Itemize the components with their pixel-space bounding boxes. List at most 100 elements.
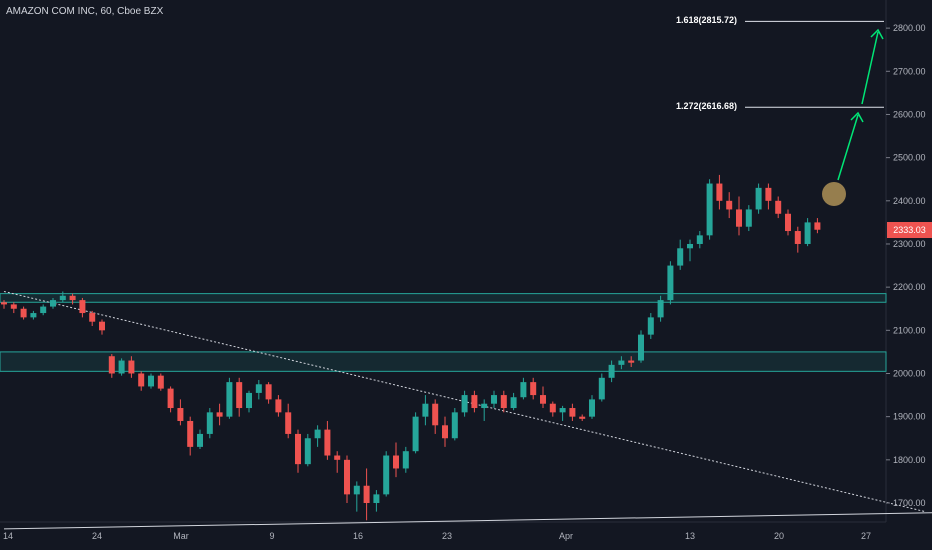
y-tick-label: 2800.00 [893,23,926,33]
candle-body [353,485,360,495]
price-axis: 1700.00 1800.00 1900.00 2000.00 2100.00 2200.… [886,23,926,508]
candle-body [324,429,331,456]
y-tick-label: 1800.00 [893,455,926,465]
x-tick-label: 16 [353,531,363,541]
candle-body [265,384,272,400]
candle-body [99,321,105,331]
candle-body [687,243,693,249]
candle-body [246,392,252,409]
candle-body [177,408,184,421]
candle-body [118,360,125,374]
candle-body [89,313,96,322]
candle-body [236,382,243,409]
y-tick-label: 2500.00 [893,153,926,163]
x-tick-label: 9 [269,531,274,541]
candle-body [667,265,674,301]
candle-body [775,200,782,214]
candle-body [206,412,213,434]
candle-body [187,420,194,447]
x-tick-label: Mar [173,531,189,541]
support-zone [0,351,887,372]
candle-body [814,222,821,230]
support-zone [0,293,887,303]
arrowhead-2 [870,28,884,40]
candle-body [50,300,56,307]
candle-body [148,375,154,387]
candle-body [334,455,341,460]
candle-body [69,295,76,301]
candle-body [383,455,390,495]
candle-body [167,388,174,409]
candle-body [402,451,409,469]
candle-body [40,306,47,314]
candle-body [1,302,7,305]
candle-body [804,222,811,244]
fib-level-label: 1.618(2815.72) [676,15,738,26]
y-tick-label: 2000.00 [893,368,926,378]
candle-body [373,494,380,503]
candle-body [138,373,145,387]
candle-body [304,438,311,465]
y-tick-label: 2400.00 [893,196,926,206]
candle-body [647,317,654,335]
candle-body [197,433,203,447]
last-price-label: 2333.03 [887,221,932,238]
candle-body [285,412,292,434]
candle-body [20,308,27,318]
candle-body [10,304,17,309]
candle-body [677,248,684,266]
candle-body [755,187,762,210]
candle-body [344,459,350,495]
x-tick-label: 20 [774,531,784,541]
candle-body [108,356,115,374]
candle-body [549,403,556,413]
time-axis: 14 24 Mar 9 16 23 Apr 13 20 27 [3,531,871,541]
candle-body [412,416,419,452]
target-arrow-1 [837,114,859,181]
x-tick-label: 24 [92,531,102,541]
candle-body [216,412,223,417]
candle-body [314,429,321,439]
candle-body [79,300,86,314]
x-tick-label: 13 [685,531,695,541]
fib-level-label: 1.272(2616.68) [676,101,738,112]
candle-body [589,399,595,417]
x-tick-label: 27 [861,531,871,541]
candle-body [275,399,282,413]
candle-body [765,187,772,201]
candle-body [442,425,448,439]
y-tick-label: 1700.00 [893,498,926,508]
candle-body [726,200,733,210]
candle-body [422,403,429,417]
candle-body [255,384,262,393]
support-zones [0,293,887,372]
candle-body [510,397,517,409]
candle-body [628,360,635,363]
candle-body [226,382,233,417]
candle-body [696,235,703,244]
candle-body [30,313,37,318]
target-arrow-2 [861,31,879,105]
y-tick-label: 2600.00 [893,109,926,119]
candle-body [569,408,576,417]
candle-body [540,395,546,404]
candle-body [618,360,625,365]
candle-body [295,433,301,465]
candle-body [579,416,586,419]
chart-title: AMAZON COM INC, 60, Cboe BZX [6,6,164,17]
candle-body [745,209,752,227]
breakout-circle [822,182,846,206]
x-tick-label: 23 [442,531,452,541]
candle-body [716,183,723,201]
arrowhead-1 [850,111,864,123]
candle-body [559,408,566,413]
candles [1,174,821,521]
y-tick-label: 1900.00 [893,412,926,422]
fib-lines [745,20,884,108]
candle-body [530,382,537,396]
trendline [3,512,932,530]
candle-body [638,334,644,361]
candle-body [785,213,791,232]
candle-body [393,455,399,469]
